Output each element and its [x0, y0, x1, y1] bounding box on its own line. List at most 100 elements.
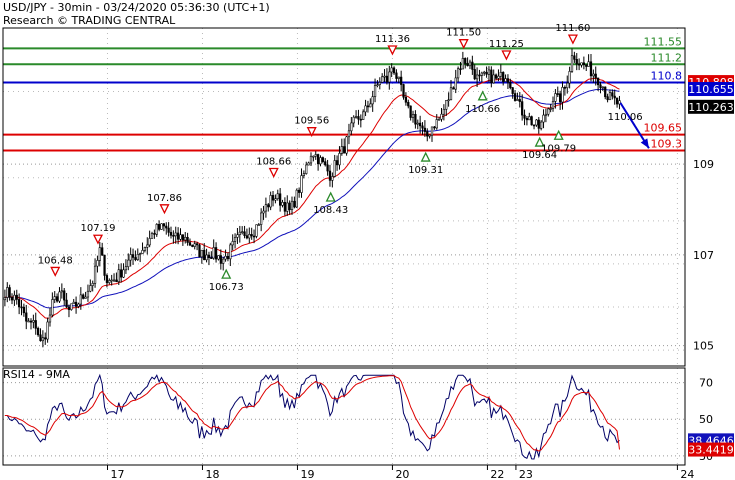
rsi-grid: [3, 368, 685, 465]
candle-body: [212, 247, 215, 259]
candle-body: [366, 105, 370, 108]
candle-body: [352, 116, 355, 124]
swing-high-marker: [567, 34, 578, 45]
candle-body: [430, 126, 434, 136]
price-note-label: 110.06: [608, 112, 643, 123]
candle-body: [77, 303, 80, 307]
candle-body: [274, 198, 277, 201]
candle-body: [184, 236, 187, 241]
candle-body: [615, 97, 619, 105]
candle-body: [490, 69, 493, 84]
x-tick-label: 22: [490, 468, 504, 480]
candle-body: [435, 119, 438, 129]
candle-body: [6, 287, 9, 298]
candle-body: [570, 55, 574, 72]
candle-body: [428, 134, 431, 137]
price-box: [688, 82, 734, 97]
candle-body: [613, 95, 616, 99]
swing-low-marker: [553, 129, 564, 140]
candle-body: [51, 299, 54, 316]
candle-body: [537, 119, 540, 129]
swing-high-marker: [458, 39, 469, 50]
candle-body: [231, 241, 234, 246]
rsi-title: RSI14 - 9MA: [3, 368, 70, 381]
rsi-value-label: 33.4419: [688, 444, 734, 457]
rsi-lines: [4, 373, 620, 460]
candle-body: [65, 299, 68, 308]
candle-body: [298, 189, 301, 193]
candle-body: [582, 62, 585, 66]
candle-body: [378, 82, 381, 86]
candle-body: [300, 175, 303, 193]
candle-body: [3, 297, 7, 301]
candle-body: [252, 235, 256, 238]
candle-body: [461, 58, 464, 70]
candle-body: [575, 59, 578, 65]
swing-low-label: 109.79: [541, 143, 576, 154]
candle-body: [186, 236, 189, 243]
candle-body: [362, 111, 365, 120]
candle-body: [84, 296, 87, 299]
candle-body: [117, 269, 120, 282]
candle-body: [556, 93, 559, 95]
candle-body: [471, 61, 474, 70]
candle-body: [445, 100, 448, 110]
candle-body: [302, 173, 306, 176]
candle-body: [46, 321, 49, 340]
candle-body: [55, 296, 59, 302]
candle-body: [577, 63, 581, 66]
candle-body: [404, 96, 408, 103]
candle-body: [236, 234, 239, 238]
candle-body: [176, 232, 180, 240]
candle-body: [601, 86, 604, 89]
candle-body: [286, 202, 289, 212]
price-box-label: 110.655: [688, 83, 734, 96]
level-label: 109.65: [644, 122, 683, 135]
candle-body: [10, 297, 14, 301]
chart-title: USD/JPY - 30min - 03/24/2020 05:36:30 (U…: [3, 1, 270, 14]
candle-body: [290, 200, 294, 211]
candle-body: [267, 204, 270, 208]
candle-body: [608, 92, 612, 101]
candle-body: [478, 74, 481, 77]
price-tick-label: 109: [693, 158, 714, 171]
candle-body: [150, 233, 154, 239]
swing-high-marker: [387, 45, 398, 56]
candle-body: [359, 118, 362, 121]
candle-body: [473, 69, 476, 80]
candle-body: [20, 306, 23, 309]
price-box: [688, 99, 734, 114]
chart-subtitle: Research © TRADING CENTRAL: [3, 14, 176, 27]
candle-body: [63, 290, 66, 301]
swing-high-label: 107.19: [80, 223, 115, 234]
x-tick-label: 19: [300, 468, 314, 480]
candle-body: [468, 61, 472, 67]
candle-body: [115, 279, 118, 282]
candle-body: [195, 243, 199, 246]
candle-body: [312, 155, 315, 158]
candle-body: [219, 255, 222, 264]
candle-body: [395, 72, 398, 79]
candle-body: [245, 235, 249, 239]
candle-body: [214, 247, 218, 260]
candle-body: [120, 269, 123, 278]
candle-body: [530, 116, 533, 126]
swing-high-marker: [92, 234, 104, 245]
candle-body: [243, 231, 246, 236]
candle-body: [547, 108, 550, 115]
swing-high-marker: [501, 50, 512, 61]
candle-body: [91, 283, 94, 286]
candle-body: [22, 306, 26, 314]
candle-body: [504, 78, 507, 82]
swing-low-label: 110.66: [465, 104, 500, 115]
candle-body: [535, 119, 538, 126]
candle-body: [324, 161, 327, 166]
candle-body: [70, 303, 73, 310]
candle-body: [229, 244, 232, 260]
candle-body: [36, 328, 40, 336]
candle-body: [585, 64, 588, 67]
candle-body: [122, 269, 125, 278]
candle-body: [373, 85, 377, 97]
swing-low-label: 109.31: [408, 165, 443, 176]
